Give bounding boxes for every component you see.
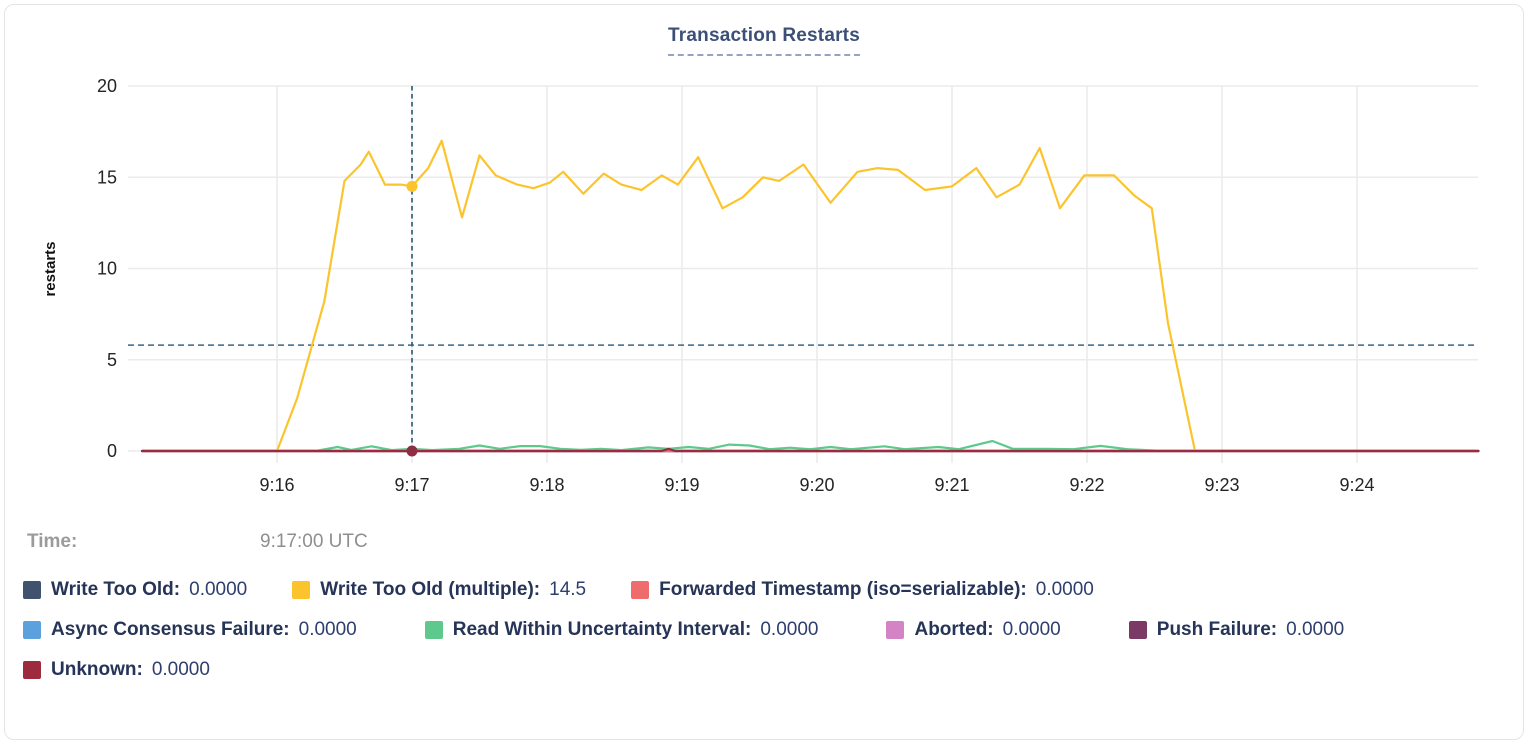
x-tick-label: 9:22 (1069, 475, 1104, 495)
legend-swatch-icon (292, 581, 311, 599)
x-tick-label: 9:20 (799, 475, 834, 495)
x-tick-label: 9:21 (934, 475, 969, 495)
legend-item: Async Consensus Failure: 0.0000 (23, 619, 357, 641)
transaction-restarts-chart[interactable]: 0 5 10 15 20 9:16 9:17 9:18 9:19 9:20 9:21 9:22 9:23… (5, 63, 1524, 525)
legend-series-label: Forwarded Timestamp (iso=serializable): (659, 579, 1027, 600)
legend-swatch-icon (1128, 621, 1147, 639)
legend-swatch-icon (23, 661, 41, 679)
legend-series-value: 0.0000 (189, 579, 248, 600)
cursor-dot (406, 445, 418, 457)
series-line (140, 447, 1480, 453)
legend-series-label: Write Too Old (multiple): (320, 579, 541, 600)
legend-swatch-icon (23, 621, 41, 639)
legend-swatch-icon (631, 581, 650, 599)
x-tick-label: 9:24 (1339, 475, 1374, 495)
chart-title[interactable]: Transaction Restarts (668, 25, 860, 56)
legend-series-value: 0.0000 (151, 659, 210, 680)
legend-swatch-icon (424, 621, 443, 639)
legend-series-value: 0.0000 (298, 619, 357, 640)
legend-swatch-icon (23, 581, 41, 599)
legend-series-value: 0.0000 (1286, 619, 1345, 640)
legend-series-value: 14.5 (549, 579, 587, 600)
x-tick-label: 9:23 (1204, 475, 1239, 495)
legend-item: Write Too Old (multiple): 14.5 (292, 579, 586, 601)
transaction-restarts-card: Transaction Restarts 0 5 10 15 20 9:16 9:17 9:1… (4, 4, 1524, 740)
legend-series-value: 0.0000 (760, 619, 819, 640)
legend-row: Unknown: 0.0000 (23, 659, 1523, 681)
legend-series-label: Unknown: (51, 659, 143, 680)
time-value: 9:17:00 UTC (260, 531, 368, 552)
y-tick-label: 0 (107, 441, 117, 461)
legend-row: Async Consensus Failure: 0.0000 Read Withi… (23, 619, 1523, 641)
legend-series-label: Write Too Old: (51, 579, 181, 600)
y-tick-label: 20 (97, 76, 117, 96)
chart-legend: Write Too Old: 0.0000 Write Too Old (multi… (5, 579, 1523, 681)
legend-item: Aborted: 0.0000 (886, 619, 1061, 641)
chart-header: Transaction Restarts (5, 25, 1523, 63)
legend-row: Write Too Old: 0.0000 Write Too Old (multi… (23, 579, 1523, 601)
time-label: Time: (27, 531, 78, 552)
legend-swatch-icon (886, 621, 905, 639)
legend-series-label: Async Consensus Failure: (51, 619, 290, 640)
legend-item: Push Failure: 0.0000 (1128, 619, 1345, 641)
cursor-time-row: Time: 9:17:00 UTC (5, 531, 1523, 553)
y-tick-label: 10 (97, 259, 117, 279)
x-tick-label: 9:17 (394, 475, 429, 495)
x-tick-label: 9:16 (259, 475, 294, 495)
y-tick-label: 5 (107, 350, 117, 370)
y-tick-label: 15 (97, 167, 117, 187)
legend-item: Forwarded Timestamp (iso=serializable): 0… (631, 579, 1094, 601)
legend-series-label: Read Within Uncertainty Interval: (452, 619, 752, 640)
legend-item: Unknown: 0.0000 (23, 659, 210, 681)
cursor-dot (406, 180, 418, 192)
legend-series-label: Aborted: (914, 619, 994, 640)
legend-series-value: 0.0000 (1035, 579, 1094, 600)
legend-item: Write Too Old: 0.0000 (23, 579, 247, 601)
x-tick-label: 9:19 (664, 475, 699, 495)
series-line (316, 439, 1156, 452)
legend-item: Read Within Uncertainty Interval: 0.0000 (424, 619, 819, 641)
legend-series-value: 0.0000 (1002, 619, 1061, 640)
y-axis-label: restarts (42, 241, 59, 296)
x-tick-label: 9:18 (529, 475, 564, 495)
legend-series-label: Push Failure: (1156, 619, 1278, 640)
